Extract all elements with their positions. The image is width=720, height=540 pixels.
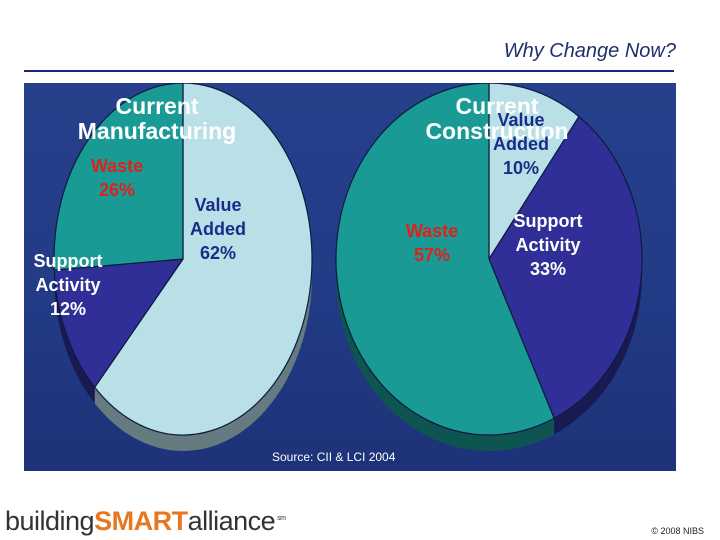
pie-2-value-added-slice bbox=[488, 83, 580, 260]
logo-suffix: alliance bbox=[187, 506, 276, 536]
pie-1-waste-slice bbox=[53, 83, 184, 271]
pie-1-support-activity-label: Activity bbox=[35, 275, 100, 295]
pie-2-value-added-value: 10% bbox=[503, 158, 539, 178]
slide-title: Why Change Now? bbox=[503, 40, 676, 62]
copyright-notice: © 2008 NIBS bbox=[651, 526, 704, 536]
pie-1-title-line-1: Current bbox=[115, 93, 198, 119]
pie-2-support-activity-label: Activity bbox=[515, 235, 580, 255]
pie-1-waste-label: Waste bbox=[91, 156, 143, 176]
logo-service-mark: sm bbox=[277, 515, 286, 522]
pie-2-value-added-label: Value bbox=[497, 110, 544, 130]
pie-charts: CurrentManufacturingValueAdded62%Support… bbox=[34, 83, 643, 452]
pie-2-support-activity-value: 33% bbox=[530, 259, 566, 279]
logo-brand: SMART bbox=[94, 506, 188, 536]
pie-1-value-added-slice bbox=[94, 83, 313, 436]
pie-1-value-added-label: Added bbox=[190, 219, 246, 239]
pie-1-support-activity-value: 12% bbox=[50, 299, 86, 319]
pie-2-title-line-2: Construction bbox=[425, 118, 568, 144]
source-note: Source: CII & LCI 2004 bbox=[272, 450, 396, 464]
pie-2-waste-side bbox=[335, 259, 555, 451]
pie-2-support-activity-side bbox=[554, 259, 642, 435]
pie-1-support-activity-side bbox=[54, 270, 95, 404]
pie-2-title-line-1: Current bbox=[455, 93, 538, 119]
pie-1-value-added-value: 62% bbox=[200, 243, 236, 263]
pie-1-title-line-2: Manufacturing bbox=[78, 118, 236, 144]
chart-panel: Current Manufacturing Value Added 62% Support… bbox=[24, 83, 676, 471]
pie-2-support-activity-slice bbox=[488, 116, 643, 419]
pie-2-waste-slice bbox=[335, 83, 555, 436]
pie-2-value-added-label: Added bbox=[493, 134, 549, 154]
pie-1-waste-value: 26% bbox=[99, 180, 135, 200]
pie-2-support-activity-label: Support bbox=[514, 211, 583, 231]
logo-prefix: building bbox=[5, 506, 95, 536]
pie-2-waste-label: Waste bbox=[406, 221, 458, 241]
building-smart-alliance-logo: buildingSMARTalliance sm bbox=[5, 506, 286, 537]
pie-1-support-activity-label: Support bbox=[34, 251, 103, 271]
title-divider bbox=[24, 70, 674, 72]
pie-1-support-activity-slice bbox=[53, 258, 184, 388]
pie-1-value-added-label: Value bbox=[194, 195, 241, 215]
pie-2-waste-value: 57% bbox=[414, 245, 450, 265]
